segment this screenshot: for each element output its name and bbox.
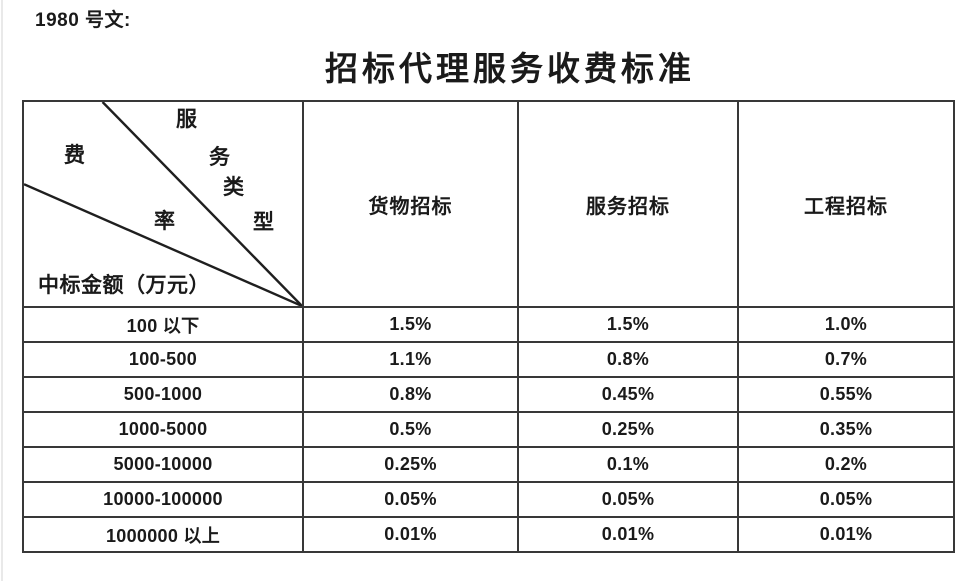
fee-cell: 0.55% [737,376,955,413]
fee-cell: 0.1% [517,446,739,483]
fee-cell: 1.5% [517,306,739,343]
corner-amount-label: 中标金额（万元） [38,273,210,297]
corner-service-type-char: 服 [176,107,197,131]
fee-cell: 0.01% [517,516,739,553]
table-row: 5000-10000 0.25% 0.1% 0.2% [22,446,955,483]
row-label: 500-1000 [22,376,304,413]
table-row: 500-1000 0.8% 0.45% 0.55% [22,376,955,413]
table-row: 100 以下 1.5% 1.5% 1.0% [22,306,955,343]
row-label: 100-500 [22,341,304,378]
fee-cell: 1.0% [737,306,955,343]
row-label: 1000-5000 [22,411,304,448]
page-title: 招标代理服务收费标准 [325,52,695,88]
table-row: 1000000 以上 0.01% 0.01% 0.01% [22,516,955,553]
table-row: 100-500 1.1% 0.8% 0.7% [22,341,955,378]
page-edge-line [1,0,3,581]
fee-cell: 0.01% [302,516,519,553]
fee-cell: 0.25% [517,411,739,448]
table-row: 1000-5000 0.5% 0.25% 0.35% [22,411,955,448]
column-header-service: 服务招标 [517,100,739,308]
fee-cell: 0.45% [517,376,739,413]
corner-fee-rate-char: 费 [64,143,85,167]
row-label: 5000-10000 [22,446,304,483]
row-label: 1000000 以上 [22,516,304,553]
diagonal-lines [25,103,301,305]
corner-service-type-char: 务 [209,145,230,169]
corner-service-type-char: 型 [253,210,274,234]
fee-cell: 0.8% [517,341,739,378]
fee-cell: 0.2% [737,446,955,483]
fee-cell: 1.1% [302,341,519,378]
fee-cell: 1.5% [302,306,519,343]
fee-cell: 0.5% [302,411,519,448]
doc-number-label: 1980 号文: [35,10,131,31]
fee-cell: 0.7% [737,341,955,378]
row-label: 100 以下 [22,306,304,343]
header-row: 服 务 类 型 费 率 中标金额（万元） 货物招标 服务招标 工程招标 [22,100,955,308]
column-header-goods: 货物招标 [302,100,519,308]
fee-cell: 0.05% [302,481,519,518]
fee-cell: 0.25% [302,446,519,483]
fee-cell: 0.35% [737,411,955,448]
fee-cell: 0.05% [737,481,955,518]
fee-cell: 0.05% [517,481,739,518]
fee-table: 服 务 类 型 费 率 中标金额（万元） 货物招标 服务招标 工程招标 100 … [22,100,955,553]
diagonal-line-upper [101,103,301,305]
column-header-engineering: 工程招标 [737,100,955,308]
table-corner-cell: 服 务 类 型 费 率 中标金额（万元） [22,100,304,308]
row-label: 10000-100000 [22,481,304,518]
corner-fee-rate-char: 率 [154,209,175,233]
table-row: 10000-100000 0.05% 0.05% 0.05% [22,481,955,518]
diagonal-line-lower [25,183,301,305]
fee-cell: 0.01% [737,516,955,553]
corner-service-type-char: 类 [223,175,244,199]
fee-cell: 0.8% [302,376,519,413]
